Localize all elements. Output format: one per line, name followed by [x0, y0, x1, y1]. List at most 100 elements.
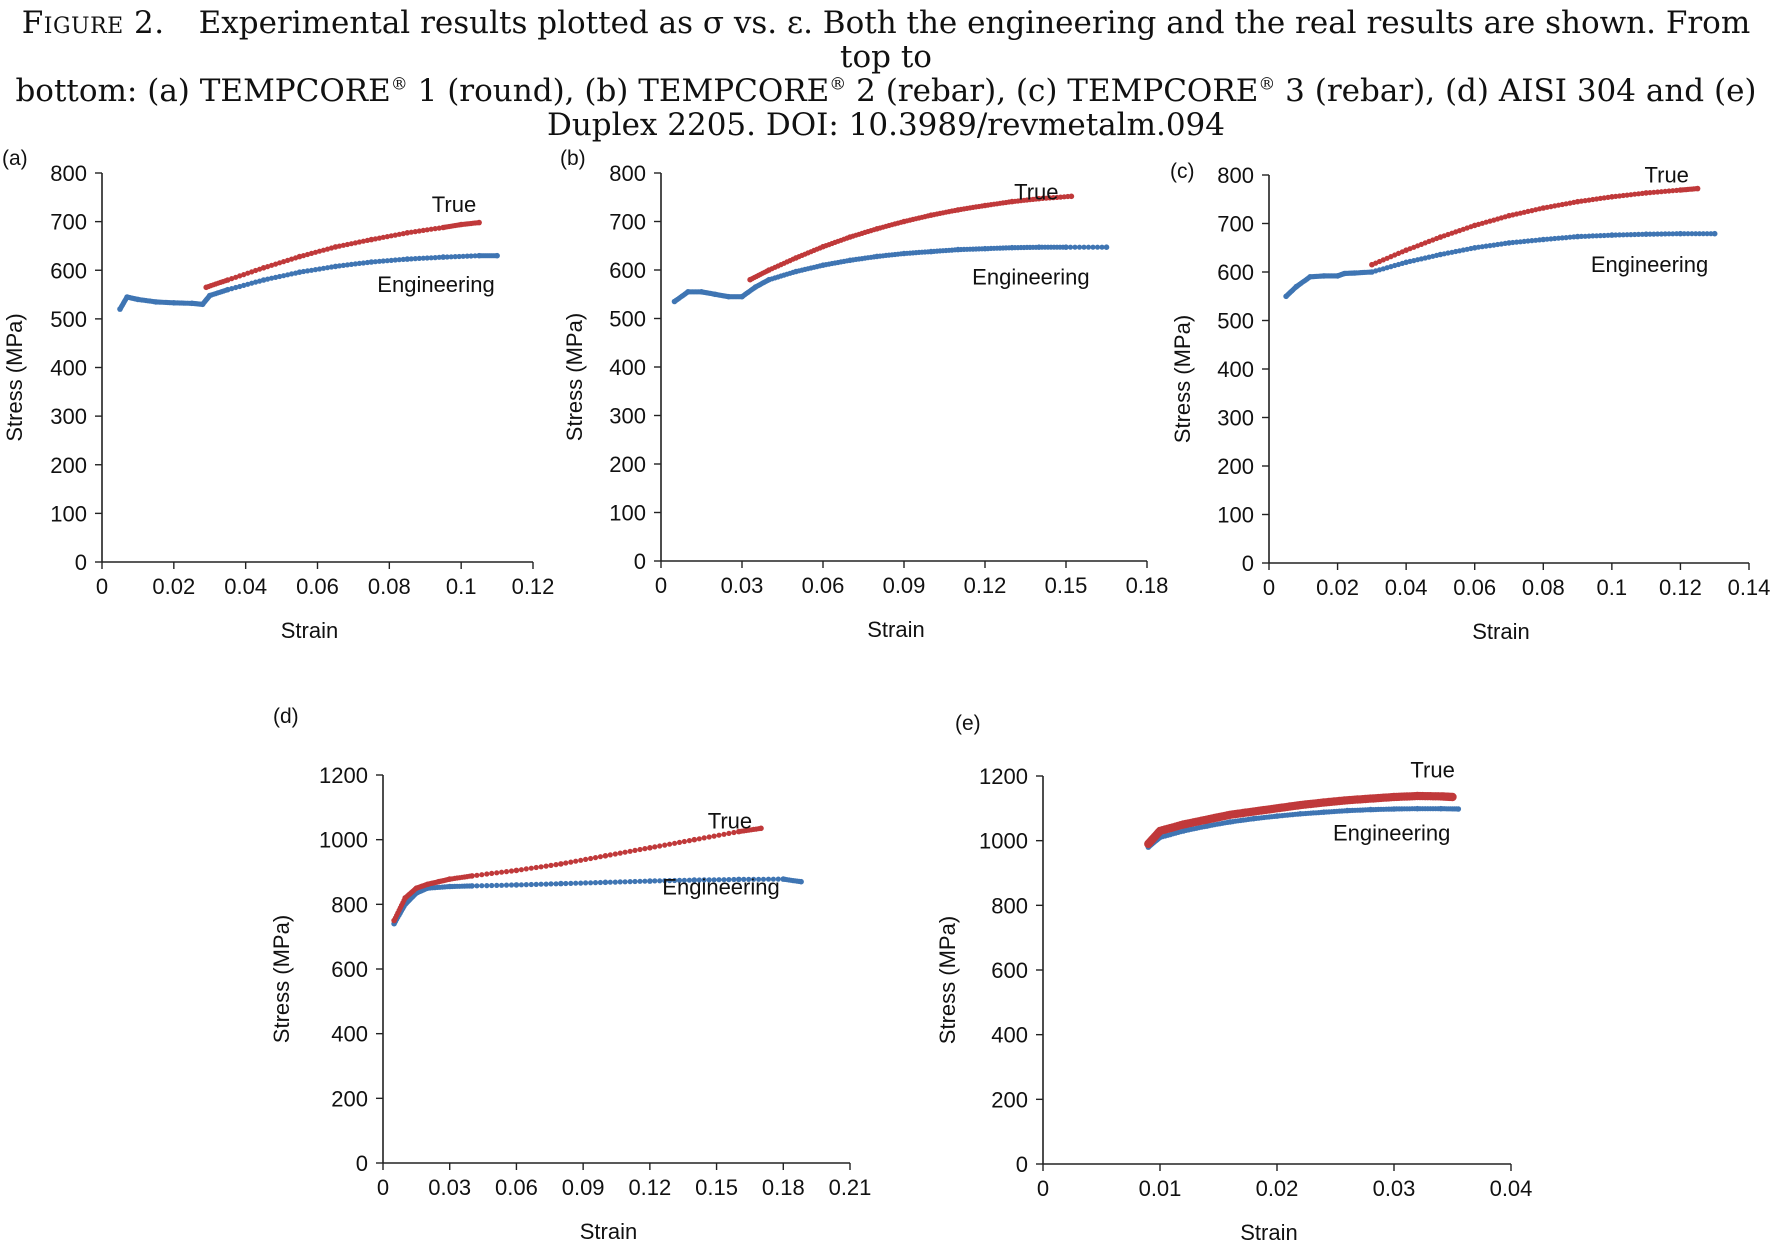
- curve-dot: [352, 240, 358, 246]
- y-tick-label: 300: [609, 404, 646, 429]
- curve-dot: [1693, 231, 1699, 237]
- curve-dot: [523, 866, 529, 872]
- curve-dot: [308, 267, 315, 273]
- panel-label: (e): [955, 712, 981, 735]
- y-tick-label: 0: [1242, 551, 1254, 576]
- curve-dot: [412, 229, 418, 235]
- caption-text-2b: 1 (round), (b) TEMPCORE: [407, 73, 830, 109]
- curve-dot: [348, 241, 354, 247]
- curve-dot: [573, 858, 579, 864]
- y-axis-title: Stress (MPa): [2, 313, 27, 441]
- x-tick-label: 0.09: [883, 573, 926, 598]
- series-label-true: True: [432, 192, 476, 217]
- curve-dot: [1704, 231, 1710, 237]
- curve-dot: [324, 246, 331, 252]
- y-tick-label: 200: [991, 1087, 1028, 1112]
- curve-dot: [479, 872, 485, 878]
- series-true: [391, 825, 764, 924]
- curve-dot: [1616, 232, 1623, 238]
- data-point: [1506, 240, 1512, 246]
- curve-dot: [265, 264, 271, 270]
- curve-dot: [312, 249, 319, 255]
- caption-text-2d: 3 (rebar), (d) AISI 304 and (e): [1275, 73, 1757, 109]
- curve-dot: [667, 841, 673, 847]
- curve-dot: [563, 860, 569, 866]
- panel-label: (a): [2, 147, 28, 170]
- x-tick-label: 0.12: [628, 1175, 671, 1200]
- curve-dot: [1601, 195, 1607, 201]
- y-tick-label: 700: [1217, 212, 1254, 237]
- registered-mark: ®: [1258, 74, 1276, 95]
- y-tick-label: 100: [609, 501, 646, 526]
- data-point: [602, 879, 609, 886]
- curve-dot: [281, 259, 287, 265]
- x-axis-title: Strain: [1240, 1220, 1297, 1241]
- curve-dot: [380, 234, 386, 240]
- y-tick-label: 400: [1217, 357, 1254, 382]
- y-axis-title: Stress (MPa): [562, 313, 587, 441]
- curve-dot: [528, 881, 534, 888]
- curve-dot: [479, 883, 485, 889]
- curve-dot: [285, 257, 291, 263]
- curve-dot: [1099, 244, 1105, 250]
- curve-dot: [472, 253, 478, 259]
- curve-dot: [612, 879, 618, 885]
- x-tick-label: 0.18: [762, 1175, 805, 1200]
- curve-dot: [428, 255, 434, 261]
- curve-dot: [765, 876, 772, 882]
- x-tick-label: 0.08: [368, 574, 411, 599]
- curve-dot: [356, 260, 362, 266]
- curve-dot: [1525, 238, 1531, 244]
- curve-dot: [642, 878, 648, 884]
- x-tick-label: 0: [96, 574, 108, 599]
- data-point: [476, 219, 482, 226]
- y-tick-label: 0: [356, 1151, 368, 1176]
- data-point: [691, 836, 698, 843]
- curve-dot: [1483, 243, 1489, 249]
- series-true: [1369, 185, 1701, 268]
- curve-dot: [1613, 193, 1619, 199]
- curve-dot: [543, 863, 549, 869]
- data-point: [798, 878, 804, 885]
- curve-dot: [416, 228, 422, 234]
- curve-dot: [548, 881, 554, 887]
- y-tick-label: 200: [50, 453, 87, 478]
- y-tick-label: 400: [331, 1022, 368, 1047]
- curve-dot: [622, 849, 628, 855]
- curve-dot: [538, 864, 544, 870]
- curve-dot: [706, 877, 712, 883]
- curve-dot: [237, 273, 243, 279]
- curve-dot: [1605, 232, 1611, 238]
- curve-dot: [448, 254, 454, 260]
- curve-dot: [553, 862, 559, 868]
- curve-dot: [518, 882, 525, 888]
- y-tick-label: 500: [50, 307, 87, 332]
- curve-dot: [681, 877, 688, 883]
- x-tick-label: 0: [1037, 1176, 1049, 1201]
- data-point: [602, 853, 609, 859]
- curve-dot: [400, 256, 406, 262]
- curve-dot: [344, 262, 350, 268]
- curve-dot: [1483, 219, 1489, 225]
- curve-dot: [356, 239, 362, 245]
- x-tick-label: 0.02: [1316, 575, 1359, 600]
- x-tick-label: 0.02: [152, 574, 195, 599]
- curve-dot: [388, 233, 394, 239]
- x-tick-label: 0.03: [721, 573, 764, 598]
- y-tick-label: 200: [1217, 454, 1254, 479]
- curve-dot: [543, 881, 549, 887]
- curve-dot: [533, 881, 539, 888]
- curve-dot: [632, 847, 638, 854]
- series-label-engineering: Engineering: [972, 265, 1089, 290]
- data-point: [1609, 232, 1615, 238]
- curve-dot: [308, 250, 315, 256]
- curve-dot: [364, 259, 370, 266]
- data-point: [1448, 792, 1457, 802]
- curve-dot: [518, 867, 525, 873]
- curve-dot: [360, 260, 366, 266]
- curve-dot: [392, 232, 398, 238]
- curve-dot: [672, 877, 678, 884]
- curve-dot: [676, 839, 683, 846]
- curve-dot: [241, 282, 247, 288]
- y-tick-label: 200: [609, 452, 646, 477]
